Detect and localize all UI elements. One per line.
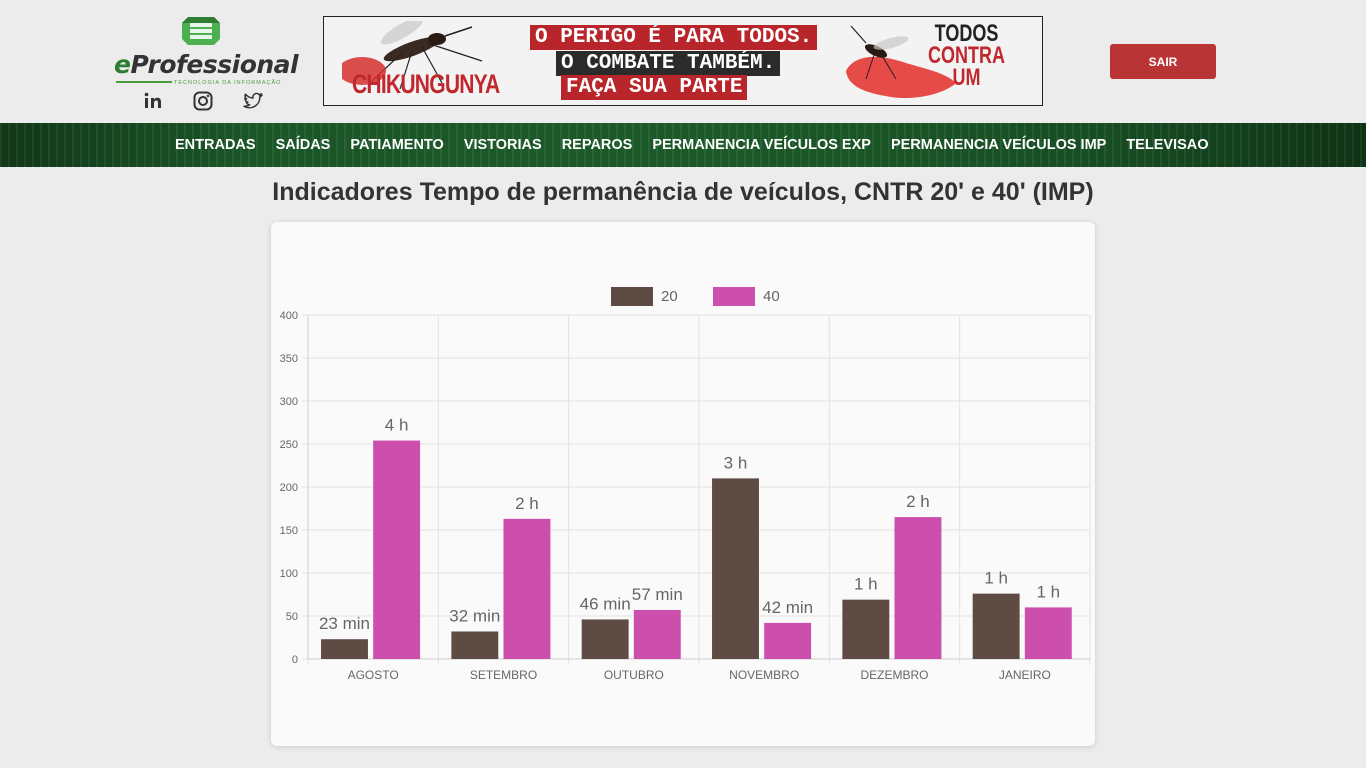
page-title: Indicadores Tempo de permanência de veíc… xyxy=(272,178,1094,206)
y-tick-label-350: 350 xyxy=(280,353,298,365)
bar-20-dezembro xyxy=(842,599,890,659)
nav-items: ENTRADAS SAÍDAS PATIAMENTO VISTORIAS REP… xyxy=(165,123,1219,167)
data-label-40-outubro: 57 min xyxy=(632,585,683,604)
bar-20-novembro xyxy=(712,478,759,659)
data-label-40-novembro: 42 min xyxy=(762,598,813,617)
data-label-20-agosto: 23 min xyxy=(319,614,370,633)
x-tick-label-outubro: OUTUBRO xyxy=(604,668,664,682)
y-tick-label-300: 300 xyxy=(280,396,298,408)
y-tick-label-50: 50 xyxy=(286,611,298,623)
y-tick-label-0: 0 xyxy=(292,654,298,666)
nav-item-patiamento[interactable]: PATIAMENTO xyxy=(350,137,444,153)
bar-40-dezembro xyxy=(894,517,942,659)
main-nav: ENTRADAS SAÍDAS PATIAMENTO VISTORIAS REP… xyxy=(0,123,1366,167)
data-label-20-outubro: 46 min xyxy=(580,594,631,613)
bar-40-setembro xyxy=(503,518,551,659)
logo-underline xyxy=(116,81,172,83)
nav-item-permanencia-exp[interactable]: PERMANENCIA VEÍCULOS EXP xyxy=(652,137,871,153)
nav-item-vistorias[interactable]: VISTORIAS xyxy=(463,137,542,153)
y-tick-label-400: 400 xyxy=(280,310,298,322)
bar-20-outubro xyxy=(581,619,629,659)
bar-20-setembro xyxy=(451,631,499,659)
data-label-40-janeiro: 1 h xyxy=(1036,582,1060,601)
data-label-20-dezembro: 1 h xyxy=(854,575,878,594)
nav-item-reparos[interactable]: REPAROS xyxy=(561,137,633,153)
banner-line-3: FAÇA SUA PARTE xyxy=(561,75,748,100)
bar-20-janeiro xyxy=(972,593,1020,659)
logo-mark-icon xyxy=(182,17,220,45)
legend-label-40: 40 xyxy=(763,288,780,305)
bar-20-agosto xyxy=(321,639,368,659)
instagram-icon[interactable] xyxy=(192,90,214,112)
data-label-40-setembro: 2 h xyxy=(515,494,539,513)
y-tick-label-150: 150 xyxy=(280,525,298,537)
twitter-icon[interactable] xyxy=(242,90,264,112)
bar-40-agosto xyxy=(373,440,421,659)
logo-tagline: TECNOLOGIA DA INFORMAÇÃO xyxy=(174,80,282,86)
y-tick-label-200: 200 xyxy=(280,482,298,494)
brazil-map-icon xyxy=(846,25,956,99)
nav-item-entradas[interactable]: ENTRADAS xyxy=(175,137,256,153)
banner-line-2: O COMBATE TAMBÉM. xyxy=(556,51,781,76)
banner-chikungunya: CHIKUNGUNYA xyxy=(352,69,500,99)
data-label-40-dezembro: 2 h xyxy=(906,492,930,511)
nav-item-televisao[interactable]: TELEVISAO xyxy=(1126,137,1209,153)
y-tick-label-100: 100 xyxy=(280,568,298,580)
mosquito-icon xyxy=(342,21,483,90)
banner-slogan: TODOS CONTRA UM xyxy=(928,20,1005,91)
nav-item-permanencia-imp[interactable]: PERMANENCIA VEÍCULOS IMP xyxy=(890,137,1107,153)
linkedin-icon[interactable] xyxy=(142,90,164,112)
header: eProfessional TECNOLOGIA DA INFORMAÇÃO C… xyxy=(0,0,1366,123)
x-tick-label-dezembro: DEZEMBRO xyxy=(860,668,928,682)
data-label-20-novembro: 3 h xyxy=(724,453,748,472)
data-label-40-agosto: 4 h xyxy=(385,416,409,435)
legend-swatch-20 xyxy=(611,287,653,306)
x-tick-label-novembro: NOVEMBRO xyxy=(729,668,799,682)
logout-button[interactable]: SAIR xyxy=(1110,44,1216,79)
x-tick-label-setembro: SETEMBRO xyxy=(470,668,537,682)
bar-40-janeiro xyxy=(1024,607,1072,659)
legend-swatch-40 xyxy=(713,287,755,306)
y-tick-label-250: 250 xyxy=(280,439,298,451)
campaign-banner[interactable]: CHIKUNGUNYA O PERIGO É PARA TODOS. O COM… xyxy=(323,16,1043,106)
data-label-20-janeiro: 1 h xyxy=(984,569,1008,588)
x-tick-label-agosto: AGOSTO xyxy=(348,668,399,682)
chart-card: 20 40 0 50 100 150 200 250 300 350 400 23 min 4 h AGO… xyxy=(271,222,1095,746)
nav-item-saidas[interactable]: SAÍDAS xyxy=(275,137,331,153)
bar-40-outubro xyxy=(633,609,681,659)
data-label-20-setembro: 32 min xyxy=(449,606,500,625)
bar-40-novembro xyxy=(764,622,812,659)
legend-label-20: 20 xyxy=(661,288,678,305)
x-tick-label-janeiro: JANEIRO xyxy=(999,668,1051,682)
eprofessional-logo[interactable]: eProfessional TECNOLOGIA DA INFORMAÇÃO xyxy=(112,12,299,92)
logo-text: eProfessional xyxy=(114,50,299,79)
banner-line-1: O PERIGO É PARA TODOS. xyxy=(530,25,818,50)
